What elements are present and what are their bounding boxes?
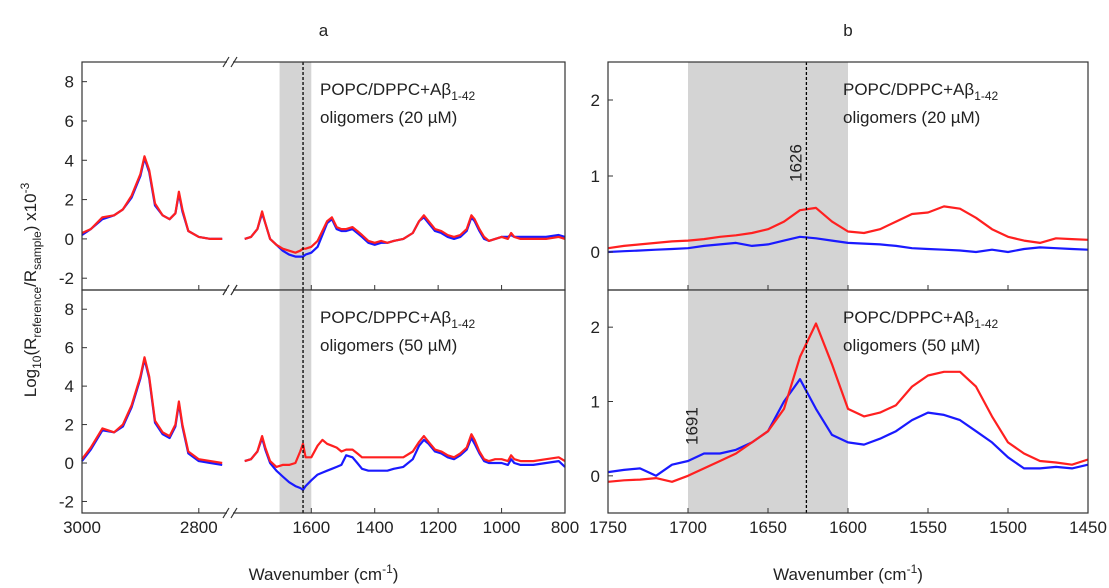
series-line xyxy=(81,155,223,240)
y-axis-label-part: sample xyxy=(30,231,44,270)
annotation-part: 1-42 xyxy=(451,89,475,103)
y-axis-label: Log10(Rreference/Rsample) x10-3 xyxy=(18,182,44,397)
axis-break-mark xyxy=(230,56,238,68)
x-tick-label: 1450 xyxy=(1069,518,1107,537)
axis-break-gap xyxy=(227,60,233,64)
shaded-region xyxy=(688,290,848,513)
peak-label: 1626 xyxy=(786,144,805,182)
annotation-part: POPC/DPPC+Aβ xyxy=(843,80,974,99)
panel-title: a xyxy=(319,21,329,40)
series-line xyxy=(607,205,1089,250)
series-line xyxy=(81,358,223,466)
y-tick-label: 2 xyxy=(591,318,600,337)
y-tick-label: 0 xyxy=(591,243,600,262)
y-tick-label: -2 xyxy=(59,492,74,511)
y-tick-label: 4 xyxy=(65,151,74,170)
y-tick-label: 1 xyxy=(591,167,600,186)
y-tick-label: 0 xyxy=(591,467,600,486)
series-line xyxy=(81,157,223,240)
peak-label: 1691 xyxy=(682,407,701,445)
annotation: POPC/DPPC+Aβ1-42 xyxy=(843,80,999,103)
annotation-part: 1-42 xyxy=(451,317,475,331)
axis-break-mark xyxy=(222,284,230,296)
y-tick-label: 6 xyxy=(65,339,74,358)
shaded-region xyxy=(279,290,312,513)
series-line xyxy=(607,235,1089,254)
x-axis-label-part: Wavenumber (cm xyxy=(249,565,383,584)
y-axis-label-part: /R xyxy=(21,270,40,287)
panel-title: b xyxy=(843,21,852,40)
x-axis-label-part: ) xyxy=(917,565,923,584)
series-line xyxy=(607,378,1089,477)
annotation-part: 1-42 xyxy=(974,89,998,103)
x-tick-label: 1600 xyxy=(292,518,330,537)
annotation-part: oligomers (20 µM) xyxy=(843,108,980,127)
annotation-part: POPC/DPPC+Aβ xyxy=(320,80,451,99)
y-tick-label: 0 xyxy=(65,454,74,473)
axis-break-mark xyxy=(230,507,238,519)
series-line xyxy=(244,436,566,491)
axis-break-mark xyxy=(222,507,230,519)
shaded-region xyxy=(688,62,848,290)
y-axis-label-part: Log xyxy=(21,369,40,397)
series-line xyxy=(244,433,566,468)
y-axis-label-part: ) x10 xyxy=(21,193,40,231)
x-axis-label-part: ) xyxy=(393,565,399,584)
x-tick-label: 1500 xyxy=(989,518,1027,537)
annotation-part: POPC/DPPC+Aβ xyxy=(320,308,451,327)
y-axis-label-part: -3 xyxy=(18,182,32,193)
y-tick-label: 6 xyxy=(65,112,74,131)
y-tick-label: 8 xyxy=(65,300,74,319)
series-line xyxy=(607,322,1089,483)
x-axis-label: Wavenumber (cm-1) xyxy=(773,562,923,584)
x-tick-label: 2800 xyxy=(180,518,218,537)
y-tick-label: 2 xyxy=(591,91,600,110)
x-axis-label-part: -1 xyxy=(907,562,918,576)
axis-break-mark xyxy=(222,56,230,68)
annotation: oligomers (50 µM) xyxy=(320,336,457,355)
x-tick-label: 1600 xyxy=(829,518,867,537)
y-tick-label: -2 xyxy=(59,269,74,288)
y-axis-label-part: reference xyxy=(30,287,44,338)
annotation: oligomers (20 µM) xyxy=(843,108,980,127)
y-tick-label: 2 xyxy=(65,191,74,210)
y-tick-label: 1 xyxy=(591,393,600,412)
annotation: POPC/DPPC+Aβ1-42 xyxy=(843,308,999,331)
y-axis-label-part: 10 xyxy=(30,355,44,369)
x-tick-label: 3000 xyxy=(63,518,101,537)
annotation: oligomers (50 µM) xyxy=(843,336,980,355)
x-tick-label: 1000 xyxy=(483,518,521,537)
y-tick-label: 8 xyxy=(65,73,74,92)
annotation-part: 1-42 xyxy=(974,317,998,331)
y-axis-label-part: (R xyxy=(21,338,40,356)
annotation: POPC/DPPC+Aβ1-42 xyxy=(320,80,476,103)
x-tick-label: 1700 xyxy=(669,518,707,537)
y-tick-label: 2 xyxy=(65,416,74,435)
annotation-part: oligomers (50 µM) xyxy=(320,336,457,355)
y-tick-label: 0 xyxy=(65,230,74,249)
annotation: oligomers (20 µM) xyxy=(320,108,457,127)
axis-break-gap xyxy=(227,288,233,292)
series-line xyxy=(244,210,566,254)
x-axis-label-part: -1 xyxy=(382,562,393,576)
x-tick-label: 1400 xyxy=(356,518,394,537)
series-line xyxy=(81,356,223,465)
x-tick-label: 1550 xyxy=(909,518,947,537)
x-tick-label: 800 xyxy=(551,518,579,537)
x-tick-label: 1200 xyxy=(419,518,457,537)
annotation-part: POPC/DPPC+Aβ xyxy=(843,308,974,327)
annotation: POPC/DPPC+Aβ1-42 xyxy=(320,308,476,331)
plot-frame xyxy=(81,289,566,514)
axis-break-mark xyxy=(230,284,238,296)
axis-break-gap xyxy=(227,511,233,515)
annotation-part: oligomers (50 µM) xyxy=(843,336,980,355)
y-tick-label: 4 xyxy=(65,377,74,396)
x-axis-label-part: Wavenumber (cm xyxy=(773,565,907,584)
x-tick-label: 1650 xyxy=(749,518,787,537)
annotation-part: oligomers (20 µM) xyxy=(320,108,457,127)
x-tick-label: 1750 xyxy=(589,518,627,537)
x-axis-label: Wavenumber (cm-1) xyxy=(249,562,399,584)
